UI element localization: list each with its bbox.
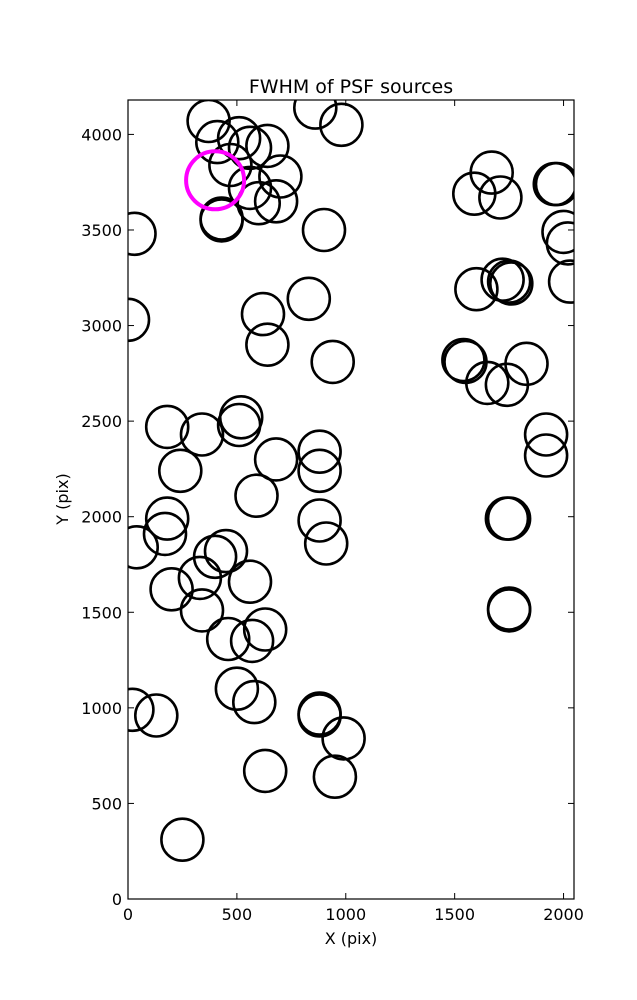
source-marker-22 bbox=[216, 402, 262, 448]
source-marker-25 bbox=[297, 429, 342, 475]
source-marker-63 bbox=[488, 261, 534, 306]
source-marker-46 bbox=[128, 687, 155, 733]
y-tick-label-5: 2500 bbox=[81, 412, 122, 431]
source-marker-21 bbox=[218, 394, 264, 440]
plot-frame bbox=[127, 99, 575, 900]
source-marker-7 bbox=[208, 142, 253, 188]
x-axis-label: X (pix) bbox=[325, 929, 378, 948]
y-tick-label-4: 2000 bbox=[81, 508, 122, 527]
source-marker-37 bbox=[177, 555, 223, 601]
source-marker-20 bbox=[310, 339, 356, 385]
source-marker-68 bbox=[464, 360, 510, 406]
source-marker-1 bbox=[293, 100, 338, 130]
source-marker-24 bbox=[179, 412, 225, 457]
source-marker-62 bbox=[486, 259, 532, 304]
source-marker-72 bbox=[523, 433, 569, 478]
source-marker-32 bbox=[297, 498, 342, 543]
source-marker-26 bbox=[297, 448, 342, 494]
y-tick-label-0: 0 bbox=[112, 890, 122, 909]
source-marker-60 bbox=[545, 221, 574, 266]
source-marker-2 bbox=[319, 102, 364, 148]
source-marker-71 bbox=[523, 412, 569, 457]
chart-title: FWHM of PSF sources bbox=[249, 76, 453, 98]
source-marker-50 bbox=[321, 716, 366, 761]
source-marker-52 bbox=[312, 754, 358, 800]
source-marker-56 bbox=[478, 175, 523, 220]
source-marker-31 bbox=[142, 511, 188, 557]
source-marker-39 bbox=[149, 566, 194, 612]
source-marker-33 bbox=[303, 521, 349, 566]
source-marker-28 bbox=[158, 448, 203, 494]
source-marker-74 bbox=[486, 496, 532, 541]
x-axis-ticks: 0 500 1000 1500 2000 bbox=[123, 100, 584, 924]
source-marker-38 bbox=[227, 559, 273, 605]
source-marker-51 bbox=[242, 748, 288, 794]
source-marker-29 bbox=[234, 473, 279, 519]
source-marker-55 bbox=[451, 171, 497, 216]
source-marker-0 bbox=[186, 100, 231, 144]
source-marker-30 bbox=[144, 496, 190, 541]
x-tick-label-3: 1500 bbox=[434, 905, 475, 924]
source-marker-19 bbox=[245, 322, 290, 368]
source-marker-44 bbox=[214, 666, 260, 712]
points-layer bbox=[128, 100, 574, 863]
source-marker-40 bbox=[179, 588, 225, 633]
source-marker-4 bbox=[216, 115, 262, 161]
y-axis-label: Y (pix) bbox=[53, 473, 72, 525]
source-marker-58 bbox=[534, 161, 574, 207]
source-marker-65 bbox=[454, 266, 499, 312]
source-marker-18 bbox=[128, 297, 151, 343]
source-marker-57 bbox=[532, 161, 574, 207]
y-tick-label-7: 3500 bbox=[81, 221, 122, 240]
source-marker-13 bbox=[199, 198, 244, 243]
y-tick-label-8: 4000 bbox=[81, 125, 122, 144]
x-tick-label-1: 500 bbox=[222, 905, 253, 924]
source-marker-6 bbox=[245, 123, 290, 169]
y-tick-label-1: 500 bbox=[91, 794, 122, 813]
y-tick-label-6: 3000 bbox=[81, 317, 122, 336]
source-marker-47 bbox=[134, 693, 179, 738]
source-marker-76 bbox=[486, 588, 532, 633]
highlight-layer bbox=[184, 149, 247, 212]
source-marker-64 bbox=[547, 259, 574, 304]
source-marker-3 bbox=[195, 119, 240, 165]
source-marker-42 bbox=[205, 616, 251, 662]
y-tick-label-2: 1000 bbox=[81, 699, 122, 718]
source-marker-43 bbox=[229, 618, 275, 664]
source-marker-14 bbox=[128, 211, 157, 257]
source-marker-73 bbox=[484, 496, 530, 541]
source-marker-59 bbox=[541, 209, 574, 255]
source-marker-41 bbox=[242, 607, 288, 652]
source-marker-70 bbox=[504, 341, 549, 387]
y-tick-label-3: 1500 bbox=[81, 603, 122, 622]
x-tick-label-4: 2000 bbox=[543, 905, 584, 924]
source-marker-17 bbox=[286, 276, 332, 322]
source-marker-11 bbox=[253, 179, 299, 224]
source-marker-66 bbox=[441, 337, 486, 383]
source-marker-27 bbox=[253, 437, 299, 482]
source-marker-49 bbox=[297, 693, 342, 738]
source-marker-16 bbox=[240, 291, 286, 337]
source-marker-23 bbox=[144, 404, 190, 450]
highlighted-source-marker-0 bbox=[184, 149, 247, 212]
source-marker-34 bbox=[128, 525, 159, 570]
x-tick-label-2: 1000 bbox=[325, 905, 366, 924]
source-marker-45 bbox=[232, 679, 277, 725]
source-marker-35 bbox=[203, 528, 249, 574]
source-marker-9 bbox=[258, 154, 303, 199]
source-marker-53 bbox=[160, 817, 205, 863]
x-tick-label-0: 0 bbox=[123, 905, 133, 924]
y-axis-ticks: 0 500 1000 1500 2000 2500 3000 3500 4000 bbox=[81, 125, 574, 909]
source-marker-8 bbox=[227, 165, 273, 211]
source-marker-15 bbox=[301, 207, 347, 253]
